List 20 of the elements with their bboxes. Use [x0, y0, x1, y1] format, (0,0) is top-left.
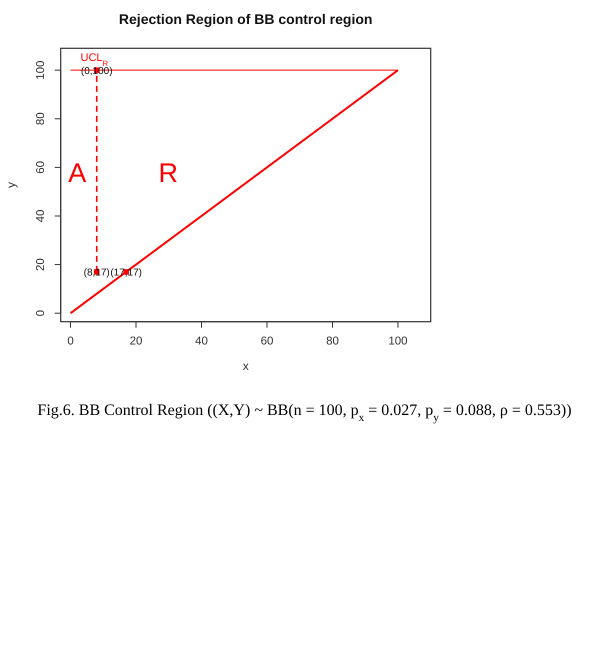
x-axis-title: x — [242, 359, 249, 373]
annotation: R — [158, 158, 178, 188]
series-label: (8,17) — [84, 268, 110, 279]
y-tick-label: 20 — [35, 258, 47, 271]
caption: Fig.6. BB Control Region ((X,Y) ~ BB(n = 100, p$_{x}$ = 0.027, p$_{y}$ = 0.088, ρ = 0.553)) — [37, 402, 572, 424]
x-tick-label: 20 — [130, 336, 142, 348]
y-tick-label: 40 — [35, 210, 47, 222]
x-tick-label: 40 — [195, 336, 208, 348]
x-tick-label: 100 — [388, 336, 408, 348]
series-label: UCL$_{R}$ — [80, 52, 109, 68]
y-tick-label: 100 — [35, 60, 47, 80]
y-axis-title: y — [4, 182, 18, 188]
y-tick-label: 60 — [35, 160, 47, 174]
x-tick-label: 0 — [67, 336, 74, 348]
x-tick-label: 80 — [326, 336, 339, 348]
y-tick-label: 0 — [35, 310, 47, 316]
x-tick-label: 60 — [260, 336, 274, 348]
annotation: A — [68, 158, 86, 188]
y-tick-label: 80 — [35, 112, 47, 126]
chart-title: Rejection Region of BB control region — [118, 11, 372, 27]
